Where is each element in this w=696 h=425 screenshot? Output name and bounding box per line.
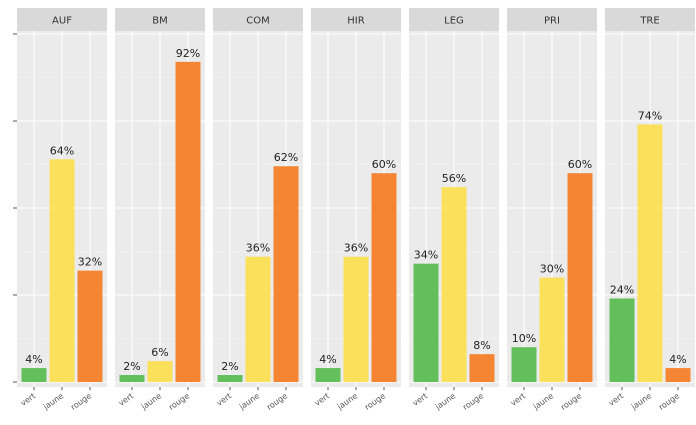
- x-tick-label: rouge: [167, 391, 191, 412]
- x-tick-label: vert: [509, 391, 527, 408]
- x-tick-label: jaune: [41, 391, 65, 412]
- bar-leg-jaune: [441, 187, 467, 382]
- bar-hir-jaune: [343, 256, 369, 382]
- x-tick-label: jaune: [433, 391, 457, 412]
- facet-strip-label: COM: [246, 16, 269, 27]
- bar-value-label: 60%: [568, 158, 592, 171]
- bar-value-label: 32%: [78, 256, 102, 269]
- bar-auf-rouge: [77, 270, 103, 382]
- bar-value-label: 74%: [638, 109, 662, 122]
- bar-value-label: 56%: [442, 172, 466, 185]
- bar-auf-vert: [21, 368, 47, 382]
- facet-strip-label: TRE: [639, 16, 659, 27]
- bar-value-label: 92%: [176, 47, 200, 60]
- x-tick-label: rouge: [69, 391, 93, 412]
- x-tick-label: rouge: [265, 391, 289, 412]
- x-tick-label: jaune: [139, 391, 163, 412]
- bar-value-label: 4%: [669, 353, 686, 366]
- x-tick-label: vert: [117, 391, 135, 408]
- facet-strip-label: LEG: [444, 16, 464, 27]
- x-tick-label: vert: [215, 391, 233, 408]
- bar-value-label: 2%: [123, 360, 140, 373]
- bar-value-label: 64%: [50, 144, 74, 157]
- bar-value-label: 8%: [473, 339, 490, 352]
- facet-strip: [311, 8, 401, 31]
- facet-panel-auf: AUF 4% vert 64% jaune 32% rouge: [17, 8, 107, 412]
- x-tick-label: vert: [313, 391, 331, 408]
- x-tick-label: rouge: [657, 391, 681, 412]
- bar-hir-vert: [315, 368, 341, 382]
- bar-bm-vert: [119, 375, 145, 382]
- bar-value-label: 62%: [274, 151, 298, 164]
- bar-auf-jaune: [49, 159, 75, 382]
- bar-hir-rouge: [371, 173, 397, 382]
- bar-leg-vert: [413, 263, 439, 382]
- bar-com-vert: [217, 375, 243, 382]
- facet-strip: [17, 8, 107, 31]
- x-tick-label: rouge: [559, 391, 583, 412]
- x-tick-label: jaune: [335, 391, 359, 412]
- bar-value-label: 10%: [512, 332, 536, 345]
- facet-strip-label: PRI: [544, 16, 560, 27]
- facet-strip: [507, 8, 597, 31]
- facet-panel-hir: HIR 4% vert 36% jaune 60% rouge: [311, 8, 401, 412]
- facet-strip-label: AUF: [52, 16, 72, 27]
- facet-strip: [213, 8, 303, 31]
- x-tick-label: jaune: [237, 391, 261, 412]
- facet-panel-tre: TRE 24% vert 74% jaune 4% rouge: [605, 8, 695, 412]
- bar-tre-rouge: [665, 368, 691, 382]
- bar-value-label: 4%: [25, 353, 42, 366]
- facet-strip: [115, 8, 205, 31]
- bar-value-label: 2%: [221, 360, 238, 373]
- bar-pri-vert: [511, 347, 537, 382]
- x-tick-label: vert: [607, 391, 625, 408]
- x-tick-label: rouge: [363, 391, 387, 412]
- bar-pri-jaune: [539, 277, 565, 382]
- x-tick-label: jaune: [629, 391, 653, 412]
- facet-strip-label: HIR: [347, 16, 364, 27]
- facet-panel-pri: PRI 10% vert 30% jaune 60% rouge: [507, 8, 597, 412]
- bar-bm-rouge: [175, 61, 201, 383]
- facet-panel-bm: BM 2% vert 6% jaune 92% rouge: [115, 8, 205, 412]
- bar-value-label: 36%: [246, 242, 270, 255]
- bar-value-label: 36%: [344, 242, 368, 255]
- facet-strip-label: BM: [152, 16, 168, 27]
- facet-strip: [409, 8, 499, 31]
- bar-value-label: 24%: [610, 283, 634, 296]
- bar-value-label: 6%: [151, 346, 168, 359]
- x-tick-label: vert: [411, 391, 429, 408]
- facet-panel-com: COM 2% vert 36% jaune 62% rouge: [213, 8, 303, 412]
- x-tick-label: jaune: [531, 391, 555, 412]
- bar-tre-jaune: [637, 124, 663, 382]
- bar-com-rouge: [273, 166, 299, 382]
- bar-value-label: 30%: [540, 263, 564, 276]
- bar-value-label: 60%: [372, 158, 396, 171]
- bar-leg-rouge: [469, 354, 495, 382]
- bar-com-jaune: [245, 256, 271, 382]
- x-tick-label: rouge: [461, 391, 485, 412]
- facet-strip: [605, 8, 695, 31]
- bar-value-label: 34%: [414, 249, 438, 262]
- bar-value-label: 4%: [319, 353, 336, 366]
- x-tick-label: vert: [19, 391, 37, 408]
- facet-panel-leg: LEG 34% vert 56% jaune 8% rouge: [409, 8, 499, 412]
- bar-bm-jaune: [147, 361, 173, 382]
- bar-pri-rouge: [567, 173, 593, 382]
- bar-tre-vert: [609, 298, 635, 382]
